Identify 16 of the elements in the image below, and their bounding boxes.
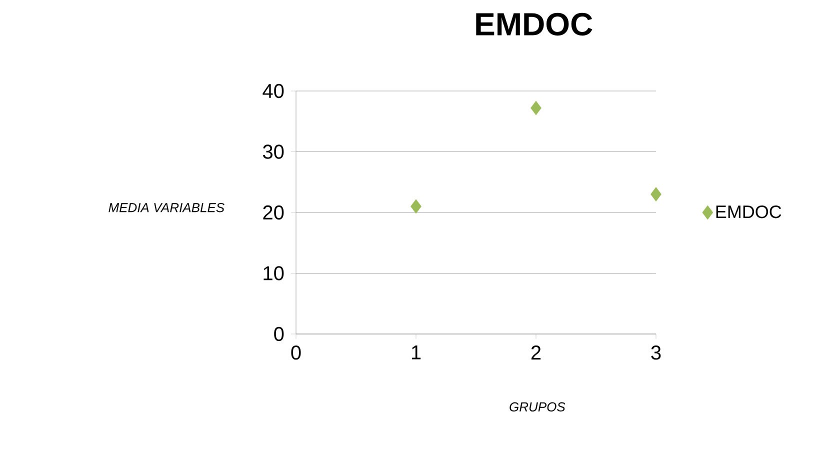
x-tick-label: 2 <box>531 346 541 360</box>
x-tick-label: 3 <box>651 346 661 360</box>
y-tick-label: 20 <box>263 205 284 220</box>
y-tick-label: 0 <box>274 326 284 342</box>
point <box>410 199 422 214</box>
point <box>530 100 542 116</box>
y-tick-label: 10 <box>264 266 284 280</box>
x-axis-title: GRUPOS <box>510 402 566 412</box>
point <box>650 187 662 202</box>
chart-title: EMDOC <box>476 12 592 36</box>
y-tick-label: 30 <box>262 144 284 159</box>
legend-label: EMDOC <box>716 205 782 218</box>
x-tick-label: 0 <box>291 346 301 360</box>
y-axis-title: MEDIA VARIABLES <box>108 203 224 212</box>
x-tick-label: 1 <box>412 346 421 360</box>
y-tick-label: 40 <box>262 84 284 98</box>
